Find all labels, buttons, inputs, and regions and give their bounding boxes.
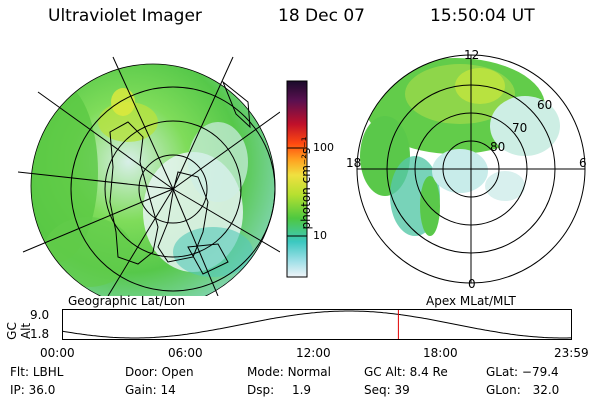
status-mode: Mode: Normal <box>247 365 331 379</box>
status-gain: Gain: 14 <box>125 383 176 397</box>
mlt-label-0: 0 <box>468 277 476 291</box>
left-map-caption: Geographic Lat/Lon <box>68 294 186 308</box>
auroral-image-right <box>357 55 585 283</box>
apex-map <box>356 54 586 284</box>
colorbar-tick-100: 100 <box>313 141 334 154</box>
altitude-xtick-1800: 18:00 <box>423 346 458 360</box>
altitude-ylabel: GC Alt <box>5 322 33 340</box>
status-seq: Seq: 39 <box>364 383 410 397</box>
mlat-label-80: 80 <box>490 140 506 154</box>
mlt-label-12: 12 <box>464 48 480 62</box>
colorbar <box>286 80 308 278</box>
altitude-xtick-1200: 12:00 <box>296 346 331 360</box>
colorbar-unit-label: photon cm⁻²s⁻¹ <box>299 136 313 230</box>
status-gc-alt: GC Alt: 8.4 Re <box>364 365 448 379</box>
altitude-plot <box>62 309 572 340</box>
status-flt: Flt: LBHL <box>10 365 64 379</box>
altitude-ytick-9: 9.0 <box>30 308 50 322</box>
date-label: 18 Dec 07 <box>278 6 365 26</box>
status-ip: IP: 36.0 <box>10 383 56 397</box>
colorbar-tick-10: 10 <box>313 229 327 242</box>
altitude-xtick-0600: 06:00 <box>168 346 203 360</box>
mlat-mlt-grid <box>356 54 586 284</box>
time-label: 15:50:04 UT <box>430 6 535 26</box>
altitude-xtick-0000: 00:00 <box>40 346 75 360</box>
coastlines <box>109 80 251 275</box>
altitude-xtick-2359: 23:59 <box>554 346 589 360</box>
mlat-label-60: 60 <box>537 98 553 112</box>
status-glat: GLat: −79.4 <box>486 365 559 379</box>
altitude-curve <box>62 310 572 339</box>
status-dsp: Dsp: 1.9 <box>247 383 312 397</box>
mlt-label-18: 18 <box>346 156 362 170</box>
altitude-ytick-1-8: 1.8 <box>30 327 50 341</box>
instrument-title: Ultraviolet Imager <box>48 6 202 26</box>
right-map-caption: Apex MLat/MLT <box>426 294 516 308</box>
status-glon: GLon: 32.0 <box>486 383 560 397</box>
altitude-frame <box>62 309 572 340</box>
status-door: Door: Open <box>125 365 194 379</box>
mlat-label-70: 70 <box>512 121 528 135</box>
mlt-label-6: 6 <box>579 156 587 170</box>
geographic-map <box>18 56 280 296</box>
